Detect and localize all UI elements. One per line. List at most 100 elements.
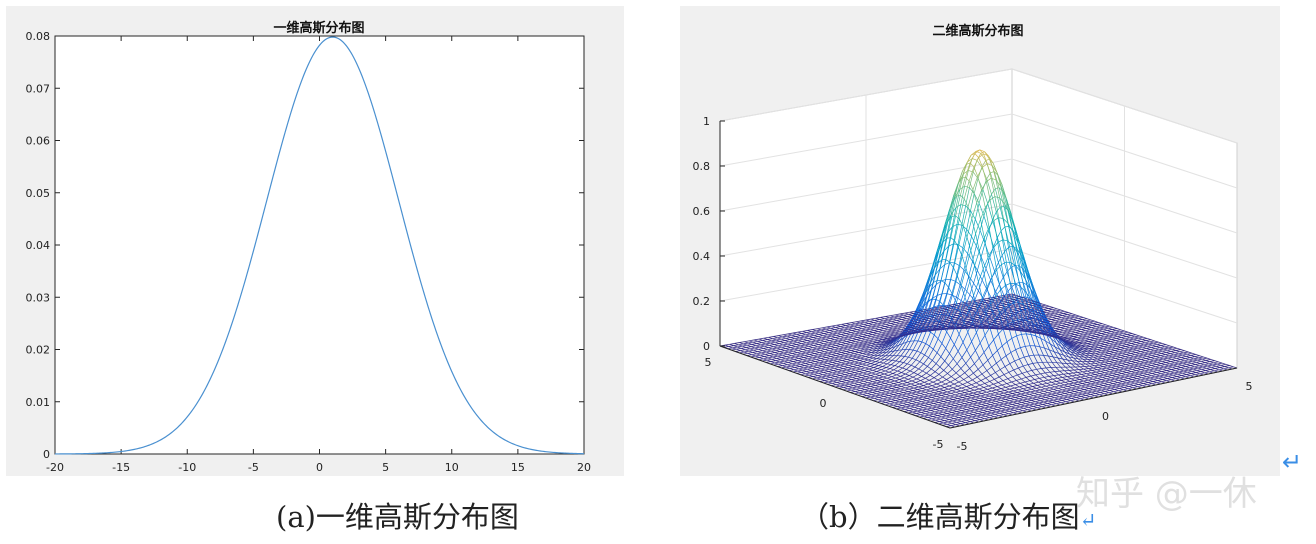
mesh-line	[1005, 409, 1010, 412]
mesh-line	[1158, 348, 1164, 351]
mesh-line	[1002, 394, 1008, 396]
mesh-line	[837, 331, 843, 334]
mesh-line	[871, 325, 877, 328]
mesh-line	[1082, 392, 1087, 395]
mesh-line	[869, 387, 875, 390]
mesh-line	[816, 330, 821, 333]
mesh-line	[988, 397, 994, 399]
mesh-line	[834, 377, 840, 380]
mesh-line	[799, 347, 804, 350]
x-tick-label: -10	[178, 461, 196, 474]
mesh-line	[1062, 358, 1068, 361]
mesh-line	[995, 289, 1001, 297]
mesh-line	[1026, 284, 1033, 300]
mesh-line	[967, 417, 972, 420]
mesh-line	[1124, 365, 1130, 368]
mesh-line	[906, 365, 912, 370]
mesh-line	[1008, 412, 1014, 415]
mesh-line	[985, 375, 991, 379]
mesh-line	[1107, 354, 1113, 356]
mesh-line	[879, 394, 885, 397]
mesh-line	[857, 326, 863, 328]
mesh-line	[882, 329, 888, 332]
mesh-line	[1163, 357, 1169, 360]
mesh-line	[1000, 410, 1005, 413]
mesh-line	[1156, 381, 1162, 384]
mesh-line	[838, 358, 843, 361]
mesh-line	[934, 411, 939, 414]
mesh-line	[950, 402, 956, 405]
mesh-line	[728, 345, 734, 347]
mesh-line	[775, 360, 780, 363]
mesh-line	[955, 423, 961, 425]
mesh-line	[978, 410, 983, 413]
mesh-line	[1074, 379, 1080, 381]
mesh-line	[935, 363, 941, 368]
mesh-line	[962, 407, 967, 410]
mesh-line	[1062, 314, 1068, 316]
mesh-line	[816, 338, 821, 341]
mesh-line	[1055, 382, 1061, 385]
mesh-line	[1013, 400, 1019, 403]
mesh-line	[987, 387, 993, 390]
mesh-line	[1088, 367, 1094, 369]
mesh-line	[974, 397, 980, 400]
mesh-line	[1036, 386, 1042, 389]
mesh-line	[1203, 363, 1209, 366]
mesh-line	[901, 384, 907, 387]
mesh-line	[930, 322, 936, 325]
mesh-line	[1166, 369, 1172, 371]
mesh-line	[915, 392, 921, 395]
mesh-line	[970, 420, 975, 422]
mesh-line	[803, 367, 808, 370]
mesh-line	[925, 275, 932, 293]
mesh-line	[976, 382, 981, 386]
mesh-line	[1132, 368, 1138, 370]
mesh-line	[944, 320, 950, 322]
mesh-line	[878, 398, 884, 401]
mesh-line	[1005, 399, 1010, 402]
mesh-line	[792, 331, 798, 334]
mesh-line	[897, 394, 903, 397]
mesh-line	[944, 419, 950, 421]
mesh-line	[835, 384, 840, 387]
mesh-line	[829, 340, 834, 343]
mesh-line	[1072, 372, 1078, 374]
mesh-line	[1215, 367, 1220, 369]
mesh-line	[931, 407, 936, 410]
mesh-line	[1003, 402, 1009, 405]
mesh-line	[852, 355, 857, 358]
mesh-line	[773, 354, 778, 357]
mesh-line	[787, 333, 793, 336]
mesh-line	[995, 392, 1000, 395]
mesh-line	[812, 356, 818, 359]
mesh-line	[1010, 384, 1016, 387]
mesh-line	[842, 367, 848, 369]
mesh-line	[1105, 369, 1111, 371]
mesh-line	[855, 330, 861, 333]
mesh-line	[961, 420, 966, 423]
y-tick-label: 0.08	[26, 30, 51, 43]
mesh-line	[1080, 386, 1086, 389]
mesh-line	[983, 399, 988, 402]
mesh-line	[1109, 360, 1115, 362]
mesh-line	[843, 346, 849, 349]
mesh-line	[889, 391, 895, 394]
mesh-line	[927, 360, 933, 367]
mesh-line	[802, 358, 808, 361]
mesh-line	[824, 350, 830, 353]
mesh-line	[1011, 405, 1017, 408]
mesh-line	[1129, 354, 1135, 356]
mesh-line	[937, 415, 942, 418]
mesh-line	[852, 375, 858, 378]
mesh-line	[951, 422, 956, 425]
mesh-line	[829, 379, 834, 382]
mesh-line	[1179, 368, 1185, 371]
mesh-line	[981, 370, 988, 375]
mesh-line	[1070, 377, 1076, 380]
mesh-line	[842, 368, 847, 371]
mesh-line	[1078, 334, 1084, 337]
mesh-line	[1103, 345, 1109, 347]
mesh-line	[930, 410, 935, 413]
mesh-line	[917, 389, 922, 392]
